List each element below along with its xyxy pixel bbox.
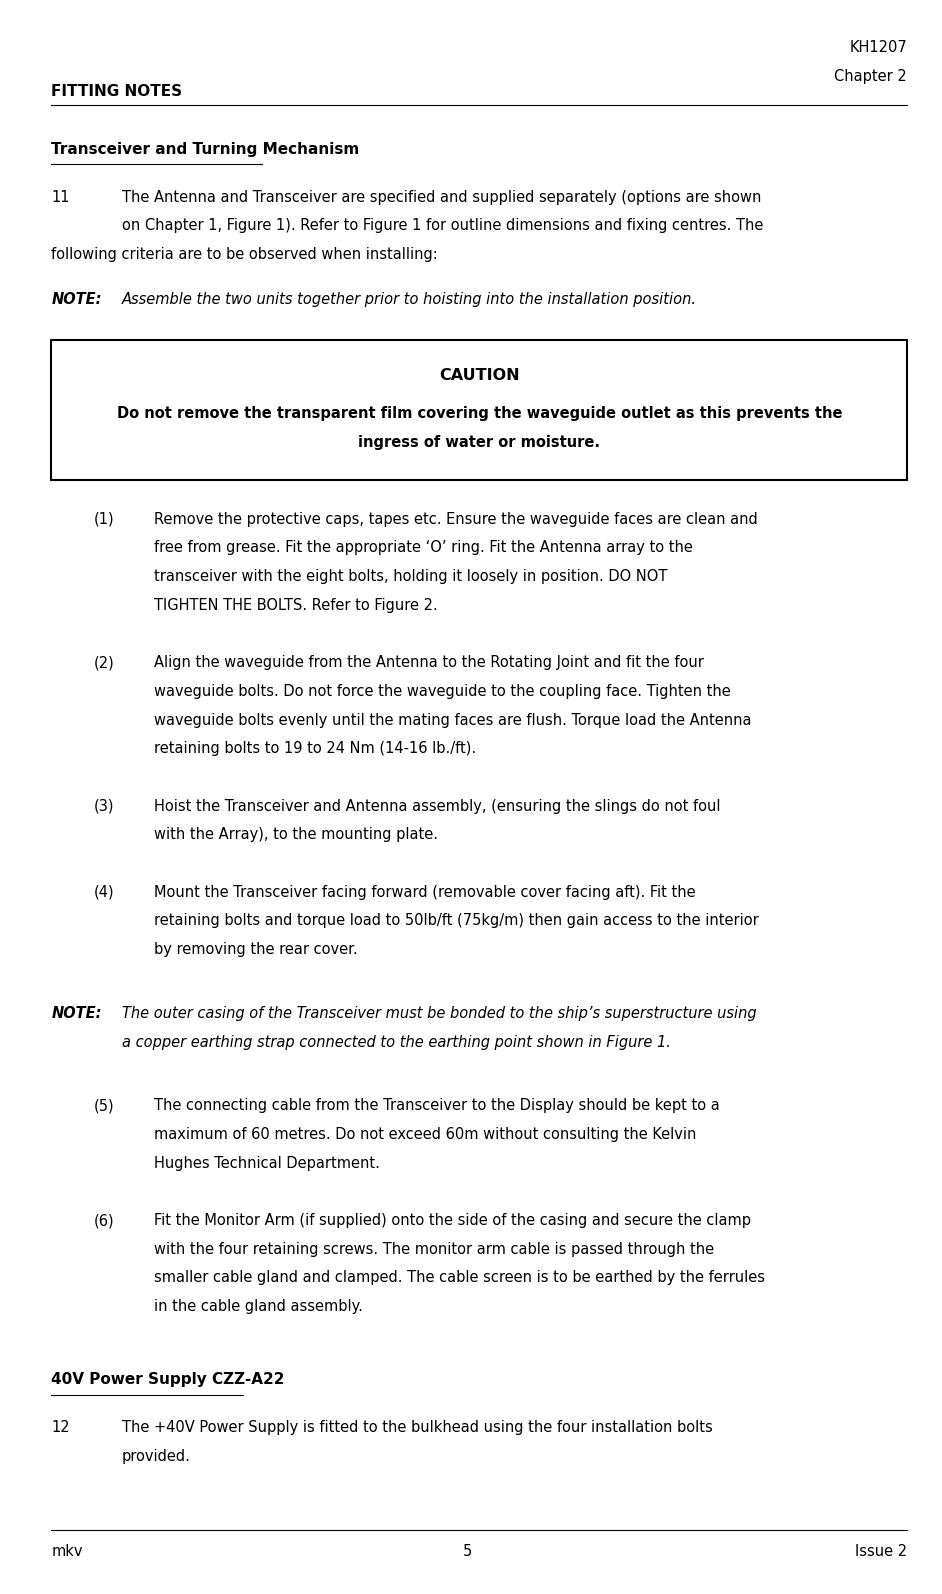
Text: 11: 11: [52, 190, 70, 204]
Text: with the four retaining screws. The monitor arm cable is passed through the: with the four retaining screws. The moni…: [154, 1242, 714, 1256]
Text: maximum of 60 metres. Do not exceed 60m without consulting the Kelvin: maximum of 60 metres. Do not exceed 60m …: [154, 1127, 697, 1141]
Text: The outer casing of the Transceiver must be bonded to the ship’s superstructure : The outer casing of the Transceiver must…: [122, 1006, 756, 1020]
Text: Chapter 2: Chapter 2: [835, 69, 907, 83]
Text: The +40V Power Supply is fitted to the bulkhead using the four installation bolt: The +40V Power Supply is fitted to the b…: [122, 1420, 712, 1435]
Text: (4): (4): [93, 885, 114, 899]
Text: 12: 12: [52, 1420, 70, 1435]
Text: 5: 5: [463, 1545, 472, 1559]
Text: Transceiver and Turning Mechanism: Transceiver and Turning Mechanism: [52, 142, 360, 156]
Text: Hoist the Transceiver and Antenna assembly, (ensuring the slings do not foul: Hoist the Transceiver and Antenna assemb…: [154, 799, 721, 813]
FancyBboxPatch shape: [52, 340, 907, 480]
Text: Fit the Monitor Arm (if supplied) onto the side of the casing and secure the cla: Fit the Monitor Arm (if supplied) onto t…: [154, 1213, 752, 1227]
Text: retaining bolts to 19 to 24 Nm (14-16 lb./ft).: retaining bolts to 19 to 24 Nm (14-16 lb…: [154, 741, 477, 756]
Text: Issue 2: Issue 2: [855, 1545, 907, 1559]
Text: ingress of water or moisture.: ingress of water or moisture.: [358, 435, 600, 450]
Text: on Chapter 1, Figure 1). Refer to Figure 1 for outline dimensions and fixing cen: on Chapter 1, Figure 1). Refer to Figure…: [122, 218, 763, 233]
Text: (3): (3): [93, 799, 114, 813]
Text: following criteria are to be observed when installing:: following criteria are to be observed wh…: [52, 247, 438, 261]
Text: waveguide bolts. Do not force the waveguide to the coupling face. Tighten the: waveguide bolts. Do not force the wavegu…: [154, 684, 731, 698]
Text: a copper earthing strap connected to the earthing point shown in Figure 1.: a copper earthing strap connected to the…: [122, 1035, 671, 1049]
Text: provided.: provided.: [122, 1449, 190, 1463]
Text: The connecting cable from the Transceiver to the Display should be kept to a: The connecting cable from the Transceive…: [154, 1098, 720, 1113]
Text: with the Array), to the mounting plate.: with the Array), to the mounting plate.: [154, 827, 438, 842]
Text: CAUTION: CAUTION: [439, 368, 520, 383]
Text: 40V Power Supply CZZ-A22: 40V Power Supply CZZ-A22: [52, 1372, 284, 1387]
Text: Assemble the two units together prior to hoisting into the installation position: Assemble the two units together prior to…: [122, 292, 696, 306]
Text: Mount the Transceiver facing forward (removable cover facing aft). Fit the: Mount the Transceiver facing forward (re…: [154, 885, 696, 899]
Text: Do not remove the transparent film covering the waveguide outlet as this prevent: Do not remove the transparent film cover…: [117, 406, 842, 421]
Text: mkv: mkv: [52, 1545, 83, 1559]
Text: The Antenna and Transceiver are specified and supplied separately (options are s: The Antenna and Transceiver are specifie…: [122, 190, 761, 204]
Text: in the cable gland assembly.: in the cable gland assembly.: [154, 1299, 364, 1313]
Text: by removing the rear cover.: by removing the rear cover.: [154, 942, 358, 956]
Text: (2): (2): [93, 655, 114, 669]
Text: (1): (1): [93, 512, 114, 526]
Text: retaining bolts and torque load to 50lb/ft (75kg/m) then gain access to the inte: retaining bolts and torque load to 50lb/…: [154, 913, 759, 928]
Text: KH1207: KH1207: [850, 40, 907, 54]
Text: transceiver with the eight bolts, holding it loosely in position. DO NOT: transceiver with the eight bolts, holdin…: [154, 569, 668, 583]
Text: NOTE:: NOTE:: [52, 292, 102, 306]
Text: (5): (5): [93, 1098, 114, 1113]
Text: Align the waveguide from the Antenna to the Rotating Joint and fit the four: Align the waveguide from the Antenna to …: [154, 655, 705, 669]
Text: smaller cable gland and clamped. The cable screen is to be earthed by the ferrul: smaller cable gland and clamped. The cab…: [154, 1270, 765, 1285]
Text: (6): (6): [93, 1213, 114, 1227]
Text: NOTE:: NOTE:: [52, 1006, 102, 1020]
Text: waveguide bolts evenly until the mating faces are flush. Torque load the Antenna: waveguide bolts evenly until the mating …: [154, 713, 752, 727]
Text: Remove the protective caps, tapes etc. Ensure the waveguide faces are clean and: Remove the protective caps, tapes etc. E…: [154, 512, 758, 526]
Text: free from grease. Fit the appropriate ‘O’ ring. Fit the Antenna array to the: free from grease. Fit the appropriate ‘O…: [154, 540, 693, 555]
Text: TIGHTEN THE BOLTS. Refer to Figure 2.: TIGHTEN THE BOLTS. Refer to Figure 2.: [154, 598, 438, 612]
Text: FITTING NOTES: FITTING NOTES: [52, 84, 183, 99]
Text: Hughes Technical Department.: Hughes Technical Department.: [154, 1156, 381, 1170]
